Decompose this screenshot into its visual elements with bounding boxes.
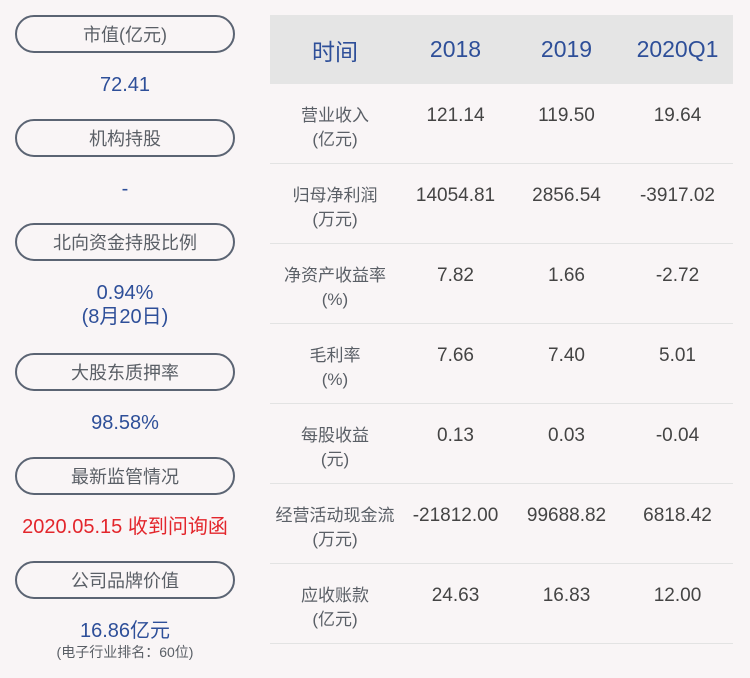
cell-2020q1: -0.04 (655, 425, 700, 446)
row-label: 营业收入 (亿元) (270, 84, 400, 152)
row-label: 净资产收益率 (%) (270, 244, 400, 312)
metric-name: 经营活动现金流 (275, 506, 395, 525)
metric-name: 应收账款 (301, 586, 369, 605)
cell-2018: 7.66 (437, 345, 474, 366)
metric-name: 营业收入 (301, 106, 369, 125)
table-row-eps: 每股收益 (元) 0.13 0.03 -0.04 (270, 404, 733, 484)
header-2018: 2018 (429, 36, 482, 62)
pill-text: 公司品牌价值 (71, 571, 179, 591)
metric-name: 归母净利润 (292, 186, 378, 205)
cell-2020q1: -3917.02 (639, 185, 715, 206)
cell-2019: 1.66 (548, 265, 585, 286)
cell-2018: -21812.00 (412, 505, 499, 526)
market-cap-value: 72.41 (99, 74, 151, 96)
cell-2018: 121.14 (426, 105, 485, 126)
regulatory-status-value: 2020.05.15 收到问询函 (22, 516, 228, 538)
cell-2019: 119.50 (538, 105, 595, 126)
cell-2020q1: -2.72 (655, 265, 700, 286)
cell-2019: 2856.54 (532, 185, 601, 206)
cell-2019: 99688.82 (526, 505, 607, 526)
pill-text: 机构持股 (89, 129, 161, 149)
cell-2020q1: 12.00 (653, 585, 702, 606)
table-row-gross-margin: 毛利率 (%) 7.66 7.40 5.01 (270, 324, 733, 404)
northbound-ratio-number: 0.94% (96, 282, 154, 304)
row-label: 每股收益 (元) (270, 404, 400, 472)
table-row-net-profit: 归母净利润 (万元) 14054.81 2856.54 -3917.02 (270, 164, 733, 244)
cell-2020q1: 5.01 (659, 345, 696, 366)
metric-unit: (元) (320, 450, 350, 469)
cell-2018: 0.13 (437, 425, 474, 446)
header-2019: 2019 (540, 36, 593, 62)
cell-2019: 0.03 (548, 425, 585, 446)
pledge-rate-value: 98.58% (91, 412, 159, 434)
metric-unit: (亿元) (312, 130, 358, 149)
metric-unit: (%) (321, 370, 349, 389)
metric-unit: (亿元) (312, 610, 358, 629)
market-cap-label: 市值(亿元) (15, 15, 235, 53)
metric-unit: (%) (321, 290, 349, 309)
cell-2020q1: 19.64 (653, 105, 702, 126)
brand-value-rank: (电子行业排名：60位) (56, 644, 194, 660)
table-row-roe: 净资产收益率 (%) 7.82 1.66 -2.72 (270, 244, 733, 324)
cell-2018: 14054.81 (415, 185, 496, 206)
row-label: 归母净利润 (万元) (270, 164, 400, 232)
header-time: 时间 (312, 38, 358, 65)
pill-text: 大股东质押率 (71, 363, 179, 383)
pledge-rate-label: 大股东质押率 (15, 353, 235, 391)
pill-text: 北向资金持股比例 (53, 233, 197, 253)
table-row-receivables: 应收账款 (亿元) 24.63 16.83 12.00 (270, 564, 733, 644)
regulatory-status-label: 最新监管情况 (15, 457, 235, 495)
metric-name: 毛利率 (309, 346, 361, 365)
brand-value: 16.86亿元 (电子行业排名：60位) (0, 619, 250, 661)
northbound-ratio-value: 0.94% (8月20日) (0, 281, 250, 329)
brand-value-number: 16.86亿元 (79, 620, 171, 642)
table-header: 时间 2018 2019 2020Q1 (270, 15, 733, 84)
cell-2020q1: 6818.42 (643, 505, 712, 526)
header-2020q1: 2020Q1 (636, 36, 719, 62)
pill-text: 最新监管情况 (71, 467, 179, 487)
northbound-ratio-label: 北向资金持股比例 (15, 223, 235, 261)
cell-2019: 7.40 (548, 345, 585, 366)
metric-unit: (万元) (312, 530, 358, 549)
northbound-ratio-date: (8月20日) (81, 306, 169, 328)
cell-2018: 24.63 (431, 585, 480, 606)
summary-panel: 市值(亿元) 72.41 机构持股 - 北向资金持股比例 0.94% (8月20… (0, 0, 250, 678)
cell-2019: 16.83 (542, 585, 591, 606)
institutional-holding-value: - (121, 178, 129, 200)
metric-unit: (万元) (312, 210, 358, 229)
table-row-operating-cashflow: 经营活动现金流 (万元) -21812.00 99688.82 6818.42 (270, 484, 733, 564)
row-label: 应收账款 (亿元) (270, 564, 400, 632)
brand-value-label: 公司品牌价值 (15, 561, 235, 599)
cell-2018: 7.82 (437, 265, 474, 286)
row-label: 经营活动现金流 (万元) (270, 484, 400, 552)
financial-table: 时间 2018 2019 2020Q1 营业收入 (亿元) 121.14 119.… (270, 15, 733, 644)
row-label: 毛利率 (%) (270, 324, 400, 392)
metric-name: 每股收益 (301, 426, 369, 445)
institutional-holding-label: 机构持股 (15, 119, 235, 157)
pill-text: 市值(亿元) (83, 25, 167, 45)
metric-name: 净资产收益率 (284, 266, 386, 285)
table-row-revenue: 营业收入 (亿元) 121.14 119.50 19.64 (270, 84, 733, 164)
